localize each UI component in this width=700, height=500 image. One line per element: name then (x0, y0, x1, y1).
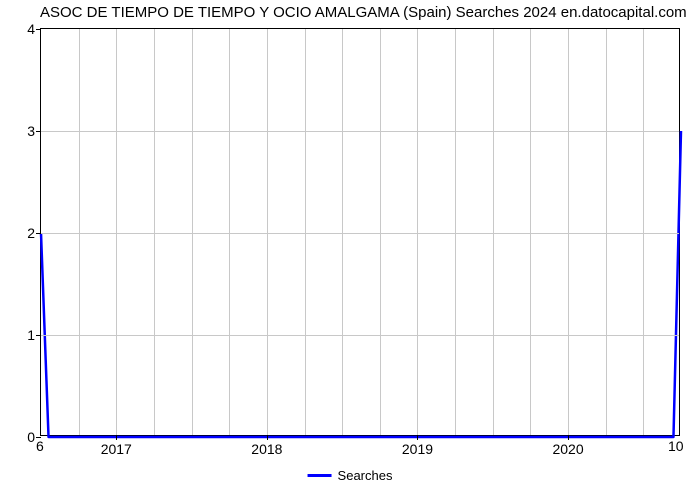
grid-line-vertical (229, 29, 230, 435)
plot-area: 012342017201820192020 (40, 28, 680, 436)
grid-line-vertical (116, 29, 117, 435)
x-tick-mark (116, 435, 117, 440)
y-tick-label: 3 (27, 123, 35, 139)
legend-label: Searches (338, 468, 393, 483)
y-tick-mark (36, 233, 41, 234)
grid-line-horizontal (41, 131, 679, 132)
x-tick-mark (267, 435, 268, 440)
grid-line-vertical (380, 29, 381, 435)
grid-line-vertical (530, 29, 531, 435)
x-tick-label: 2017 (101, 441, 132, 457)
grid-line-vertical (79, 29, 80, 435)
grid-line-vertical (154, 29, 155, 435)
grid-line-vertical (305, 29, 306, 435)
y-tick-label: 0 (27, 429, 35, 445)
chart-title: ASOC DE TIEMPO DE TIEMPO Y OCIO AMALGAMA… (40, 4, 690, 21)
grid-line-vertical (342, 29, 343, 435)
series-line (41, 131, 681, 437)
x-tick-label: 2020 (552, 441, 583, 457)
grid-line-vertical (192, 29, 193, 435)
grid-line-vertical (643, 29, 644, 435)
grid-line-vertical (267, 29, 268, 435)
x-tick-mark (417, 435, 418, 440)
x-tick-label: 2018 (251, 441, 282, 457)
chart-container: ASOC DE TIEMPO DE TIEMPO Y OCIO AMALGAMA… (0, 0, 700, 500)
legend-swatch (308, 474, 332, 477)
grid-line-vertical (493, 29, 494, 435)
x-tick-label: 2019 (402, 441, 433, 457)
y-tick-label: 4 (27, 21, 35, 37)
legend: Searches (308, 468, 393, 483)
corner-label-bottom-left: 6 (36, 438, 44, 454)
y-tick-mark (36, 29, 41, 30)
x-tick-mark (568, 435, 569, 440)
grid-line-vertical (606, 29, 607, 435)
grid-line-vertical (417, 29, 418, 435)
y-tick-mark (36, 335, 41, 336)
y-tick-label: 1 (27, 327, 35, 343)
y-tick-label: 2 (27, 225, 35, 241)
grid-line-vertical (568, 29, 569, 435)
grid-line-horizontal (41, 335, 679, 336)
grid-line-vertical (455, 29, 456, 435)
corner-label-bottom-right: 10 (668, 438, 684, 454)
grid-line-horizontal (41, 233, 679, 234)
y-tick-mark (36, 131, 41, 132)
